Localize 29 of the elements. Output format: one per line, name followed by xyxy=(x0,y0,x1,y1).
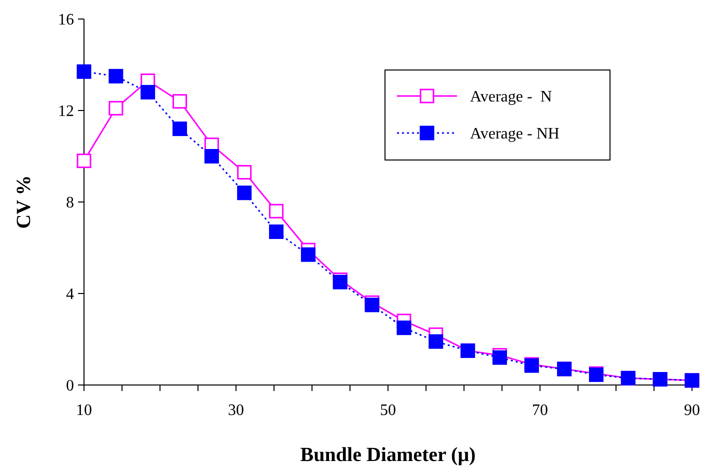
y-tick-label: 0 xyxy=(66,378,74,395)
x-tick-label: 30 xyxy=(228,402,244,419)
point xyxy=(300,247,316,262)
point xyxy=(172,122,188,136)
point xyxy=(396,320,412,336)
legend-label: Average - NH xyxy=(470,126,560,143)
point xyxy=(428,334,444,349)
x-tick-label: 70 xyxy=(532,402,548,419)
point xyxy=(108,100,124,116)
x-axis-title: Bundle Diameter (μ) xyxy=(300,444,476,466)
point xyxy=(237,186,252,200)
y-tick-label: 16 xyxy=(58,12,74,29)
point xyxy=(204,149,219,164)
y-tick-label: 4 xyxy=(66,286,74,304)
y-tick-label: 12 xyxy=(58,103,74,120)
x-tick-label: 10 xyxy=(76,402,92,419)
x-tick-label: 90 xyxy=(684,402,700,419)
legend-label: Average - N xyxy=(470,88,552,106)
point xyxy=(269,224,284,239)
point xyxy=(108,68,124,84)
point xyxy=(76,64,92,79)
y-axis-title: CV % xyxy=(13,175,35,229)
point xyxy=(140,84,156,100)
y-tick-label: 8 xyxy=(66,194,74,212)
point xyxy=(237,165,252,180)
point xyxy=(269,204,284,218)
x-tick-label: 50 xyxy=(380,402,396,419)
point xyxy=(172,94,188,109)
point xyxy=(76,154,92,168)
